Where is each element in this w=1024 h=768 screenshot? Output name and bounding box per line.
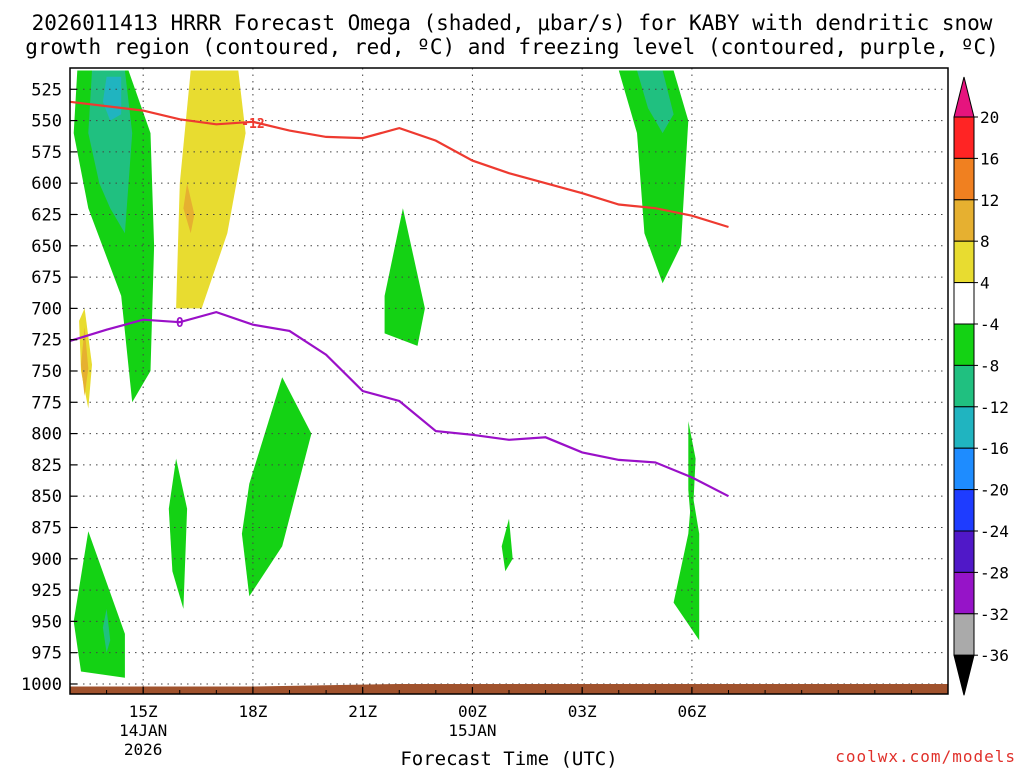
colorbar-swatch — [953, 364, 975, 408]
x-tick-label: 21Z — [348, 702, 377, 721]
colorbar-label: -12 — [980, 398, 1009, 417]
colorbar-swatch — [953, 571, 975, 615]
y-tick-label: 975 — [31, 644, 62, 664]
colorbar-swatch — [953, 530, 975, 573]
colorbar-label: -24 — [980, 522, 1009, 541]
y-tick-label: 575 — [31, 143, 62, 163]
y-tick-label: 625 — [31, 205, 62, 225]
contour-label: -12 — [241, 117, 264, 132]
y-tick-label: 800 — [31, 425, 62, 445]
x-axis-label: Forecast Time (UTC) — [400, 748, 617, 768]
colorbar-swatch — [953, 157, 975, 201]
colorbar-swatch — [953, 282, 975, 325]
colorbar-label: -36 — [980, 646, 1009, 665]
colorbar-legend: 20 16 12 8 4 -4 -8 -12 -16 -20 -24 -28 -32 -36 — [953, 76, 1009, 696]
y-tick-label: 550 — [31, 112, 62, 132]
chart-title-line2: growth region (contoured, red, ºC) and f… — [25, 35, 999, 59]
y-tick-label: 600 — [31, 174, 62, 194]
colorbar-swatch — [953, 489, 975, 532]
omega-shade-region — [618, 70, 689, 284]
y-tick-label: 925 — [31, 581, 62, 601]
omega-shade-region — [501, 518, 513, 572]
colorbar-swatch — [953, 240, 975, 284]
omega-shade-region — [176, 70, 246, 309]
x-tick-year: 2026 — [124, 740, 163, 759]
y-tick-label: 950 — [31, 612, 62, 632]
colorbar-swatch — [953, 199, 975, 242]
x-tick-date: 15JAN — [448, 721, 496, 740]
y-axis: 525 550 575 600 625 650 675 700 725 750 775 800 825 8… — [21, 80, 77, 695]
colorbar-min-cap — [953, 654, 975, 696]
colorbar-label: 16 — [980, 149, 999, 168]
y-tick-label: 900 — [31, 550, 62, 570]
contour-line — [69, 100, 729, 229]
colorbar-label: -32 — [980, 605, 1009, 624]
colorbar-label: -20 — [980, 481, 1009, 500]
y-tick-label: 675 — [31, 268, 62, 288]
omega-shade-region — [102, 608, 111, 653]
colorbar-label: 4 — [980, 274, 990, 293]
colorbar-label: -8 — [980, 356, 999, 375]
colorbar-label: -16 — [980, 439, 1009, 458]
y-tick-label: 650 — [31, 237, 62, 257]
colorbar-label: -4 — [980, 315, 999, 334]
colorbar-label: -28 — [980, 563, 1009, 582]
colorbar-label: 20 — [980, 108, 999, 127]
y-tick-label: 875 — [31, 518, 62, 538]
colorbar-swatch — [953, 116, 975, 159]
x-tick-date: 14JAN — [119, 721, 167, 740]
omega-shade-region — [534, 471, 564, 578]
chart-title-line1: 2026011413 HRRR Forecast Omega (shaded, … — [32, 11, 993, 35]
colorbar-swatch — [953, 323, 975, 366]
y-tick-label: 775 — [31, 393, 62, 413]
colorbar-label: 12 — [980, 191, 999, 210]
omega-shade-region — [102, 76, 122, 121]
x-tick-label: 06Z — [677, 702, 706, 721]
x-tick-label: 18Z — [238, 702, 267, 721]
omega-shade-region — [168, 458, 188, 609]
y-tick-label: 850 — [31, 487, 62, 507]
contour-line — [69, 310, 730, 498]
x-tick-label: 03Z — [568, 702, 597, 721]
y-tick-label: 750 — [31, 362, 62, 382]
colorbar-swatch — [953, 613, 975, 656]
omega-shade-region — [710, 239, 744, 359]
colorbar-max-cap — [953, 76, 975, 118]
contour-label: 0 — [176, 316, 184, 331]
credit-text: coolwx.com/models — [835, 747, 1016, 766]
colorbar-swatch — [953, 406, 975, 449]
omega-shade-region — [81, 327, 89, 396]
colorbar-label: 8 — [980, 232, 990, 251]
omega-shade-region — [637, 70, 674, 134]
omega-shade-region — [73, 531, 125, 678]
y-tick-label: 1000 — [21, 675, 62, 695]
x-tick-label: 00Z — [458, 702, 487, 721]
omega-shade-region — [688, 95, 722, 240]
omega-shade-region — [673, 489, 700, 641]
omega-shade-region — [241, 377, 312, 597]
x-tick-label: 15Z — [129, 702, 158, 721]
y-tick-label: 700 — [31, 299, 62, 319]
omega-shade-region — [384, 208, 425, 346]
y-tick-label: 825 — [31, 456, 62, 476]
plot-area: -12 0 — [69, 68, 948, 694]
y-tick-label: 525 — [31, 80, 62, 100]
omega-shade-region — [183, 183, 195, 234]
colorbar-swatch — [953, 447, 975, 491]
y-tick-label: 725 — [31, 331, 62, 351]
